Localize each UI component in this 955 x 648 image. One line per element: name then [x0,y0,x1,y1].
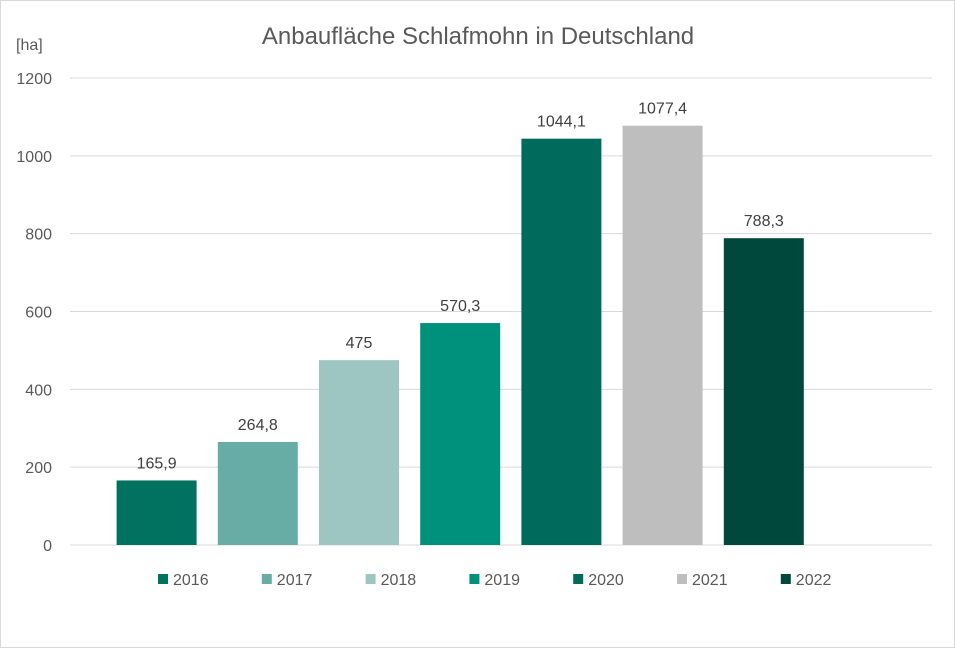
y-tick-label: 0 [43,538,52,555]
bar-2019 [420,323,501,545]
bars [116,125,804,546]
y-tick-label: 600 [25,305,52,322]
legend-item-2022: 2022 [780,572,832,589]
legend-label: 2022 [796,572,832,589]
data-label-2022: 788,3 [744,213,784,230]
legend-item-2018: 2018 [365,572,417,589]
y-tick-label: 800 [25,227,52,244]
bar-2020 [521,138,602,545]
legend-swatch [469,574,480,584]
y-tick-label: 1200 [16,71,52,88]
bar-2021 [622,125,703,546]
legend-label: 2018 [381,572,417,589]
y-tick-label: 200 [25,460,52,477]
legend-label: 2016 [173,572,209,589]
legend-swatch [261,574,272,584]
legend-item-2017: 2017 [261,572,313,589]
legend-item-2021: 2021 [677,572,728,589]
bar-2016 [116,480,197,545]
bar-2022 [723,238,804,545]
data-labels: 165,9 264,8 475 570,3 1044,1 1077,4 788,3 [137,101,784,473]
legend-swatch [780,574,791,584]
y-axis-tick-labels: 0 200 400 600 800 1000 1200 [16,71,52,555]
chart-title: Anbaufläche Schlafmohn in Deutschland [262,23,694,50]
legend-item-2016: 2016 [158,572,209,589]
data-label-2016: 165,9 [137,455,177,472]
legend-swatch [158,574,168,584]
y-tick-label: 1000 [16,149,52,166]
legend-swatch [573,574,584,584]
bar-2017 [217,441,298,545]
data-label-2019: 570,3 [440,298,480,315]
legend-item-2019: 2019 [469,572,520,589]
legend-label: 2021 [692,572,728,589]
data-label-2021: 1077,4 [638,101,687,118]
y-axis-unit-label: [ha] [16,37,43,54]
legend-swatch [365,574,376,584]
legend: 2016 2017 2018 2019 2020 2021 2022 [158,572,831,589]
y-tick-label: 400 [25,382,52,399]
data-label-2018: 475 [346,335,373,352]
bar-2018 [319,360,399,545]
data-label-2020: 1044,1 [537,114,586,131]
legend-label: 2019 [484,572,520,589]
legend-label: 2017 [277,572,313,589]
legend-swatch [677,574,687,584]
legend-label: 2020 [588,572,624,589]
legend-item-2020: 2020 [573,572,624,589]
data-label-2017: 264,8 [238,417,278,434]
